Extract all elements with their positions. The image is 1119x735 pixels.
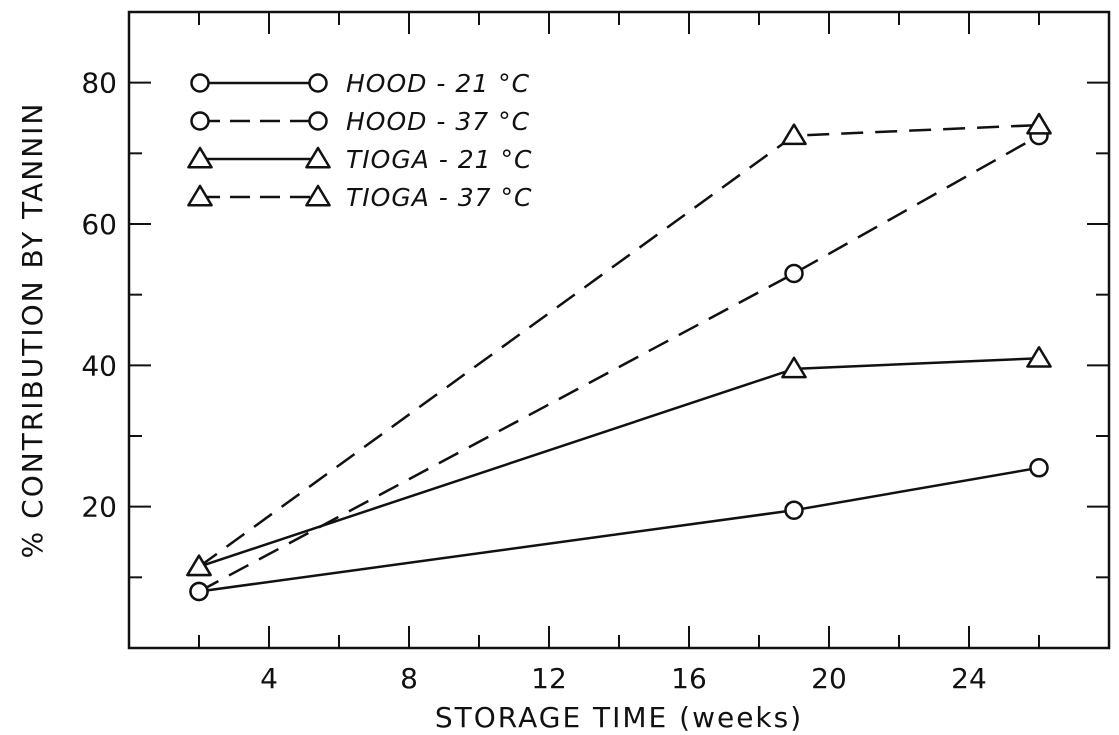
data-point-series-1 bbox=[784, 500, 804, 520]
y-tick-label: 60 bbox=[81, 208, 117, 241]
data-point-series-1 bbox=[1029, 458, 1049, 478]
data-point-series-2 bbox=[784, 263, 804, 284]
data-point-series-4 bbox=[1026, 112, 1052, 135]
y-tick-label: 80 bbox=[81, 67, 117, 100]
legend-marker bbox=[187, 146, 213, 169]
x-axis-ticks bbox=[198, 12, 1040, 648]
x-tick-label: 8 bbox=[400, 662, 418, 695]
x-axis-tick-labels: 4 8 12 16 20 24 bbox=[260, 662, 987, 695]
y-axis-tick-labels: 20 40 60 80 bbox=[81, 67, 117, 524]
x-tick-label: 16 bbox=[671, 662, 707, 695]
legend-entry-label: TIOGA - 21 °C bbox=[346, 145, 532, 174]
series-lines bbox=[198, 123, 1040, 593]
series-line-2 bbox=[198, 134, 1040, 593]
x-tick-label: 12 bbox=[531, 662, 567, 695]
data-point-series-3 bbox=[781, 356, 807, 379]
legend-marker bbox=[187, 184, 213, 207]
legend-marker bbox=[308, 111, 328, 131]
plot-frame bbox=[127, 10, 1111, 650]
data-point-series-2 bbox=[189, 581, 209, 602]
x-tick-label: 20 bbox=[811, 662, 847, 695]
data-point-series-4 bbox=[186, 554, 212, 577]
y-tick-label: 20 bbox=[81, 491, 117, 524]
legend-entry-label: HOOD - 21 °C bbox=[346, 69, 530, 98]
y-tick-label: 40 bbox=[81, 349, 117, 382]
series-markers bbox=[186, 112, 1052, 602]
y-axis-ticks bbox=[129, 81, 1109, 579]
legend-marker bbox=[190, 73, 210, 93]
legend-marker bbox=[190, 111, 210, 131]
legend-marker bbox=[308, 73, 328, 93]
legend-entry-label: HOOD - 37 °C bbox=[346, 107, 530, 136]
legend-entry-label: TIOGA - 37 °C bbox=[346, 183, 532, 212]
series-line-1 bbox=[198, 466, 1040, 593]
data-point-series-3 bbox=[1026, 346, 1052, 368]
y-axis-title: % CONTRIBUTION BY TANNIN bbox=[16, 102, 49, 559]
x-axis-title: STORAGE TIME (weeks) bbox=[435, 701, 803, 734]
data-point-series-4 bbox=[781, 123, 807, 146]
series-line-4 bbox=[198, 123, 1040, 568]
x-tick-label: 24 bbox=[951, 662, 987, 695]
legend-marker bbox=[305, 146, 331, 169]
series-line-3 bbox=[198, 357, 1040, 568]
x-tick-label: 4 bbox=[260, 662, 278, 695]
legend-marker bbox=[305, 184, 331, 207]
legend: HOOD - 21 °C HOOD - 37 °C TIOGA - 21 °C TIO… bbox=[187, 69, 532, 212]
